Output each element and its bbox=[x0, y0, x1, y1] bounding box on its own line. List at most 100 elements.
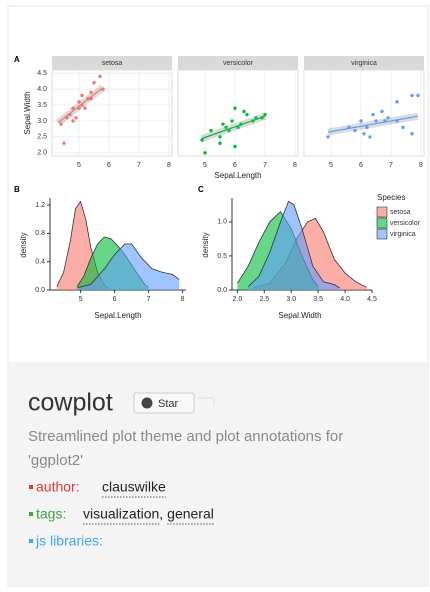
point bbox=[71, 119, 75, 123]
x-tick-label: 3.0 bbox=[286, 296, 296, 303]
x-tick-label: 5 bbox=[79, 296, 83, 303]
x-tick-label: 6 bbox=[113, 296, 117, 303]
bullet bbox=[29, 512, 33, 516]
point bbox=[203, 151, 207, 155]
point bbox=[89, 90, 93, 94]
density-area bbox=[248, 201, 340, 290]
facet-label: setosa bbox=[102, 60, 123, 67]
bullet bbox=[29, 539, 33, 543]
card-title[interactable]: cowplot bbox=[28, 389, 113, 417]
panel-label: A bbox=[14, 55, 20, 64]
point bbox=[200, 138, 204, 142]
point bbox=[77, 100, 81, 104]
point bbox=[368, 135, 372, 139]
star-count bbox=[198, 397, 215, 406]
point bbox=[386, 116, 390, 120]
facet-label: versicolor bbox=[223, 60, 254, 67]
point bbox=[80, 93, 84, 98]
y-tick-label: 2.5 bbox=[37, 134, 47, 141]
author[interactable]: clauswilke bbox=[102, 479, 166, 495]
star-button[interactable]: Star bbox=[133, 392, 215, 414]
legend-key bbox=[376, 206, 388, 218]
y-tick-label: 1.0 bbox=[217, 219, 227, 226]
x-tick-label: 5 bbox=[329, 162, 333, 169]
github-icon bbox=[141, 397, 153, 409]
x-tick-label: 2.5 bbox=[259, 296, 269, 303]
x-axis-title: Sepal.Length bbox=[214, 171, 261, 180]
point bbox=[245, 112, 249, 117]
point bbox=[218, 141, 222, 145]
legend-label: virginica bbox=[390, 231, 416, 238]
legend-key bbox=[376, 228, 388, 240]
point bbox=[218, 135, 222, 139]
fit-line bbox=[57, 87, 104, 124]
point bbox=[410, 132, 414, 136]
legend-label: versicolor bbox=[390, 220, 421, 227]
facet-strip bbox=[178, 56, 298, 70]
point bbox=[230, 119, 234, 123]
tag-separator: , bbox=[159, 506, 163, 522]
x-tick-label: 4.0 bbox=[340, 296, 350, 303]
y-tick-label: 0.5 bbox=[217, 253, 227, 260]
y-tick-label: 4.5 bbox=[37, 70, 47, 77]
legend-key bbox=[376, 217, 388, 229]
x-tick-label: 7 bbox=[263, 162, 267, 169]
y-axis-title: density bbox=[19, 232, 28, 257]
star-label[interactable]: Star bbox=[158, 398, 179, 410]
panel-label: C bbox=[198, 185, 204, 194]
x-tick-label: 7 bbox=[389, 162, 393, 169]
x-axis-title: Sepal.Length bbox=[94, 311, 141, 320]
x-tick-label: 3.5 bbox=[313, 296, 323, 303]
point bbox=[374, 119, 378, 123]
point bbox=[59, 122, 63, 126]
panel-background bbox=[177, 69, 299, 157]
x-tick-label: 5 bbox=[203, 162, 207, 169]
facet-strip bbox=[304, 56, 424, 70]
legend-title: Species bbox=[377, 193, 405, 202]
x-tick-label: 8 bbox=[167, 162, 171, 169]
y-tick-label: 0.0 bbox=[35, 287, 45, 294]
facet-label: virginica bbox=[351, 60, 377, 67]
bullet bbox=[29, 485, 33, 489]
point bbox=[365, 125, 369, 130]
x-tick-label: 8 bbox=[181, 296, 185, 303]
density-line bbox=[77, 243, 180, 289]
point bbox=[359, 119, 363, 123]
point bbox=[395, 100, 399, 104]
point bbox=[410, 93, 414, 98]
point bbox=[371, 112, 375, 117]
x-tick-label: 8 bbox=[419, 162, 423, 169]
x-tick-label: 6 bbox=[233, 162, 237, 169]
point bbox=[233, 144, 237, 149]
y-tick-label: 4.0 bbox=[37, 86, 47, 93]
x-tick-label: 4.5 bbox=[367, 296, 377, 303]
panel-background bbox=[51, 69, 173, 157]
point bbox=[326, 135, 330, 139]
point bbox=[401, 125, 405, 130]
facet-strip bbox=[52, 56, 172, 70]
x-tick-label: 7 bbox=[147, 296, 151, 303]
point bbox=[233, 106, 237, 110]
point bbox=[74, 116, 78, 120]
y-tick-label: 2.0 bbox=[37, 150, 47, 157]
card-info bbox=[9, 362, 427, 585]
density-area bbox=[77, 244, 180, 290]
x-tick-label: 7 bbox=[137, 162, 141, 169]
y-tick-label: 3.0 bbox=[37, 118, 47, 125]
point bbox=[362, 132, 366, 136]
description: Streamlined plot theme and plot annotati… bbox=[28, 428, 343, 445]
y-tick-label: 0.8 bbox=[35, 230, 45, 237]
point bbox=[221, 122, 225, 126]
tag[interactable]: visualization bbox=[83, 506, 159, 522]
density-line bbox=[247, 200, 340, 289]
fit-line bbox=[201, 115, 266, 140]
tags-label: tags: bbox=[36, 506, 66, 522]
x-axis-title: Sepal.Width bbox=[278, 311, 321, 320]
tag[interactable]: general bbox=[167, 506, 214, 522]
point bbox=[380, 109, 384, 114]
y-tick-label: 0.0 bbox=[217, 287, 227, 294]
point bbox=[209, 128, 213, 133]
point bbox=[353, 128, 357, 133]
point bbox=[416, 93, 420, 98]
